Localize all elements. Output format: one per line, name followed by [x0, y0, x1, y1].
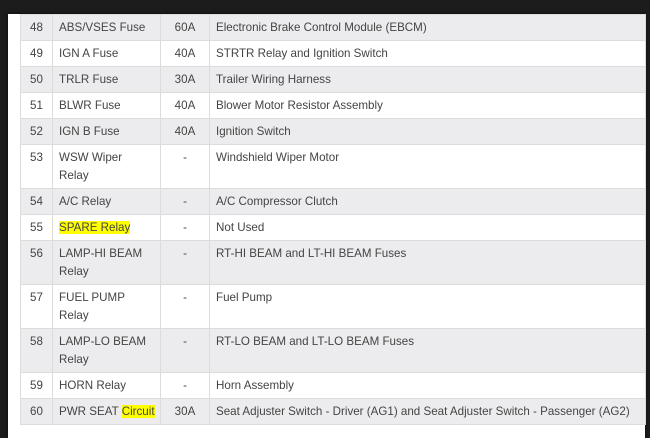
fuse-amperage: - — [160, 328, 210, 373]
fuse-name: FUEL PUMP Relay — [52, 284, 161, 329]
table-row: 60 PWR SEAT Circuit 30A Seat Adjuster Switc… — [20, 398, 646, 425]
fuse-name: WSW Wiper Relay — [52, 144, 161, 189]
table-row: 55 SPARE Relay - Not Used — [20, 214, 646, 241]
highlighted-text: Circuit — [121, 405, 155, 418]
content-panel: 48 ABS/VSES Fuse 60A Electronic Brake Contr… — [8, 14, 646, 438]
fuse-number: 57 — [20, 284, 53, 329]
fuse-amperage: - — [160, 214, 210, 241]
fuse-amperage: 40A — [160, 40, 210, 67]
fuse-description: Windshield Wiper Motor — [209, 144, 646, 189]
fuse-name: PWR SEAT Circuit — [52, 398, 161, 425]
table-row: 53 WSW Wiper Relay - Windshield Wiper Motor — [20, 144, 646, 189]
fuse-amperage: - — [160, 284, 210, 329]
fuse-amperage: 60A — [160, 14, 210, 41]
fuse-description: Trailer Wiring Harness — [209, 66, 646, 93]
table-row: 52 IGN B Fuse 40A Ignition Switch — [20, 118, 646, 145]
table-row: 49 IGN A Fuse 40A STRTR Relay and Ignition … — [20, 40, 646, 67]
fuse-name: ABS/VSES Fuse — [52, 14, 161, 41]
fuse-name: SPARE Relay — [52, 214, 161, 241]
fuse-table: 48 ABS/VSES Fuse 60A Electronic Brake Contr… — [20, 14, 646, 425]
fuse-number: 54 — [20, 188, 53, 215]
table-row: 48 ABS/VSES Fuse 60A Electronic Brake Contr… — [20, 14, 646, 41]
fuse-amperage: 40A — [160, 92, 210, 119]
fuse-amperage: - — [160, 240, 210, 285]
table-row: 58 LAMP-LO BEAM Relay - RT-LO BEAM and LT-L… — [20, 328, 646, 373]
fuse-name: TRLR Fuse — [52, 66, 161, 93]
fuse-amperage: - — [160, 144, 210, 189]
table-row: 51 BLWR Fuse 40A Blower Motor Resistor Asse… — [20, 92, 646, 119]
fuse-amperage: 30A — [160, 66, 210, 93]
fuse-name: BLWR Fuse — [52, 92, 161, 119]
table-row: 54 A/C Relay - A/C Compressor Clutch — [20, 188, 646, 215]
fuse-number: 52 — [20, 118, 53, 145]
fuse-number: 49 — [20, 40, 53, 67]
fuse-description: Horn Assembly — [209, 372, 646, 399]
fuse-number: 50 — [20, 66, 53, 93]
fuse-description: Electronic Brake Control Module (EBCM) — [209, 14, 646, 41]
fuse-amperage: - — [160, 372, 210, 399]
fuse-number: 59 — [20, 372, 53, 399]
fuse-number: 56 — [20, 240, 53, 285]
fuse-number: 51 — [20, 92, 53, 119]
fuse-description: STRTR Relay and Ignition Switch — [209, 40, 646, 67]
fuse-description: A/C Compressor Clutch — [209, 188, 646, 215]
fuse-number: 48 — [20, 14, 53, 41]
fuse-description: Seat Adjuster Switch - Driver (AG1) and … — [209, 398, 646, 425]
highlighted-text: SPARE Relay — [59, 221, 131, 234]
fuse-description: Ignition Switch — [209, 118, 646, 145]
fuse-name: HORN Relay — [52, 372, 161, 399]
fuse-description: Not Used — [209, 214, 646, 241]
fuse-amperage: 40A — [160, 118, 210, 145]
fuse-number: 55 — [20, 214, 53, 241]
fuse-description: Fuel Pump — [209, 284, 646, 329]
fuse-number: 60 — [20, 398, 53, 425]
fuse-name: IGN B Fuse — [52, 118, 161, 145]
fuse-name-text: PWR SEAT — [59, 405, 122, 418]
table-row: 59 HORN Relay - Horn Assembly — [20, 372, 646, 399]
fuse-number: 53 — [20, 144, 53, 189]
fuse-number: 58 — [20, 328, 53, 373]
fuse-name: LAMP-LO BEAM Relay — [52, 328, 161, 373]
table-row: 56 LAMP-HI BEAM Relay - RT-HI BEAM and LT-H… — [20, 240, 646, 285]
fuse-name: LAMP-HI BEAM Relay — [52, 240, 161, 285]
table-row: 57 FUEL PUMP Relay - Fuel Pump — [20, 284, 646, 329]
fuse-description: RT-HI BEAM and LT-HI BEAM Fuses — [209, 240, 646, 285]
fuse-amperage: 30A — [160, 398, 210, 425]
fuse-amperage: - — [160, 188, 210, 215]
fuse-description: RT-LO BEAM and LT-LO BEAM Fuses — [209, 328, 646, 373]
table-row: 50 TRLR Fuse 30A Trailer Wiring Harness — [20, 66, 646, 93]
fuse-name: IGN A Fuse — [52, 40, 161, 67]
fuse-description: Blower Motor Resistor Assembly — [209, 92, 646, 119]
fuse-name: A/C Relay — [52, 188, 161, 215]
